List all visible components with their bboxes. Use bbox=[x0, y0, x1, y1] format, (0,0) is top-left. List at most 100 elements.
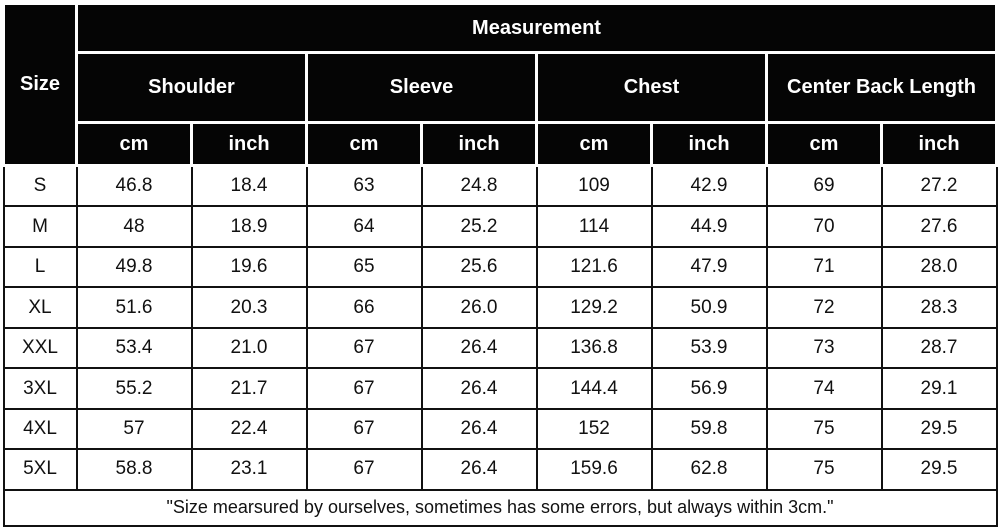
value-cell: 25.2 bbox=[420, 205, 538, 248]
value-cell: 64 bbox=[305, 205, 423, 248]
size-cell: L bbox=[2, 245, 78, 289]
value-cell: 21.7 bbox=[190, 367, 308, 410]
value-cell: 29.5 bbox=[880, 407, 998, 451]
value-cell: 18.4 bbox=[190, 164, 308, 208]
value-cell: 67 bbox=[305, 407, 423, 451]
table-row-5xl: 5XL 58.8 23.1 67 26.4 159.6 62.8 75 29.5 bbox=[2, 448, 998, 491]
value-cell: 26.0 bbox=[420, 286, 538, 329]
value-cell: 66 bbox=[305, 286, 423, 329]
size-cell: 5XL bbox=[2, 448, 78, 491]
value-cell: 18.9 bbox=[190, 205, 308, 248]
measurement-header: Measurement bbox=[75, 2, 998, 54]
unit-header-chest-inch: inch bbox=[650, 121, 768, 167]
value-cell: 23.1 bbox=[190, 448, 308, 491]
value-cell: 47.9 bbox=[650, 245, 768, 289]
value-cell: 28.0 bbox=[880, 245, 998, 289]
unit-header-shoulder-inch: inch bbox=[190, 121, 308, 167]
unit-header-sleeve-cm: cm bbox=[305, 121, 423, 167]
value-cell: 24.8 bbox=[420, 164, 538, 208]
value-cell: 67 bbox=[305, 448, 423, 491]
value-cell: 74 bbox=[765, 367, 883, 410]
value-cell: 67 bbox=[305, 326, 423, 370]
value-cell: 75 bbox=[765, 448, 883, 491]
value-cell: 65 bbox=[305, 245, 423, 289]
table-row-m: M 48 18.9 64 25.2 114 44.9 70 27.6 bbox=[2, 205, 998, 248]
value-cell: 159.6 bbox=[535, 448, 653, 491]
value-cell: 44.9 bbox=[650, 205, 768, 248]
size-chart-header: Size Measurement Shoulder Sleeve Chest C… bbox=[2, 2, 998, 167]
unit-header-cbl-cm: cm bbox=[765, 121, 883, 167]
size-cell: 3XL bbox=[2, 367, 78, 410]
value-cell: 21.0 bbox=[190, 326, 308, 370]
table-row-3xl: 3XL 55.2 21.7 67 26.4 144.4 56.9 74 29.1 bbox=[2, 367, 998, 410]
unit-header-chest-cm: cm bbox=[535, 121, 653, 167]
value-cell: 58.8 bbox=[75, 448, 193, 491]
unit-header-shoulder-cm: cm bbox=[75, 121, 193, 167]
value-cell: 49.8 bbox=[75, 245, 193, 289]
value-cell: 109 bbox=[535, 164, 653, 208]
size-column-header: Size bbox=[2, 2, 78, 167]
table-row-4xl: 4XL 57 22.4 67 26.4 152 59.8 75 29.5 bbox=[2, 407, 998, 451]
value-cell: 53.9 bbox=[650, 326, 768, 370]
table-row-xl: XL 51.6 20.3 66 26.0 129.2 50.9 72 28.3 bbox=[2, 286, 998, 329]
group-header-shoulder: Shoulder bbox=[75, 51, 308, 124]
size-cell: S bbox=[2, 164, 78, 208]
value-cell: 28.7 bbox=[880, 326, 998, 370]
value-cell: 20.3 bbox=[190, 286, 308, 329]
value-cell: 62.8 bbox=[650, 448, 768, 491]
group-header-sleeve: Sleeve bbox=[305, 51, 538, 124]
value-cell: 73 bbox=[765, 326, 883, 370]
value-cell: 57 bbox=[75, 407, 193, 451]
size-cell: XL bbox=[2, 286, 78, 329]
value-cell: 28.3 bbox=[880, 286, 998, 329]
size-chart-body: S 46.8 18.4 63 24.8 109 42.9 69 27.2 M 4… bbox=[2, 164, 998, 528]
value-cell: 26.4 bbox=[420, 448, 538, 491]
value-cell: 53.4 bbox=[75, 326, 193, 370]
value-cell: 67 bbox=[305, 367, 423, 410]
value-cell: 63 bbox=[305, 164, 423, 208]
value-cell: 144.4 bbox=[535, 367, 653, 410]
value-cell: 27.2 bbox=[880, 164, 998, 208]
value-cell: 29.5 bbox=[880, 448, 998, 491]
value-cell: 129.2 bbox=[535, 286, 653, 329]
value-cell: 46.8 bbox=[75, 164, 193, 208]
value-cell: 69 bbox=[765, 164, 883, 208]
size-cell: XXL bbox=[2, 326, 78, 370]
value-cell: 114 bbox=[535, 205, 653, 248]
value-cell: 51.6 bbox=[75, 286, 193, 329]
table-row-s: S 46.8 18.4 63 24.8 109 42.9 69 27.2 bbox=[2, 164, 998, 208]
table-row-l: L 49.8 19.6 65 25.6 121.6 47.9 71 28.0 bbox=[2, 245, 998, 289]
value-cell: 121.6 bbox=[535, 245, 653, 289]
value-cell: 48 bbox=[75, 205, 193, 248]
table-row-xxl: XXL 53.4 21.0 67 26.4 136.8 53.9 73 28.7 bbox=[2, 326, 998, 370]
measurement-disclaimer: "Size mearsured by ourselves, sometimes … bbox=[2, 488, 998, 528]
value-cell: 75 bbox=[765, 407, 883, 451]
value-cell: 71 bbox=[765, 245, 883, 289]
value-cell: 26.4 bbox=[420, 407, 538, 451]
value-cell: 19.6 bbox=[190, 245, 308, 289]
value-cell: 50.9 bbox=[650, 286, 768, 329]
value-cell: 42.9 bbox=[650, 164, 768, 208]
footnote-row: "Size mearsured by ourselves, sometimes … bbox=[2, 488, 998, 528]
unit-header-sleeve-inch: inch bbox=[420, 121, 538, 167]
value-cell: 22.4 bbox=[190, 407, 308, 451]
group-header-chest: Chest bbox=[535, 51, 768, 124]
value-cell: 27.6 bbox=[880, 205, 998, 248]
value-cell: 55.2 bbox=[75, 367, 193, 410]
value-cell: 26.4 bbox=[420, 367, 538, 410]
value-cell: 70 bbox=[765, 205, 883, 248]
value-cell: 72 bbox=[765, 286, 883, 329]
value-cell: 25.6 bbox=[420, 245, 538, 289]
size-cell: M bbox=[2, 205, 78, 248]
value-cell: 59.8 bbox=[650, 407, 768, 451]
value-cell: 136.8 bbox=[535, 326, 653, 370]
value-cell: 26.4 bbox=[420, 326, 538, 370]
unit-header-cbl-inch: inch bbox=[880, 121, 998, 167]
value-cell: 29.1 bbox=[880, 367, 998, 410]
group-header-center-back-length: Center Back Length bbox=[765, 51, 998, 124]
size-cell: 4XL bbox=[2, 407, 78, 451]
value-cell: 152 bbox=[535, 407, 653, 451]
value-cell: 56.9 bbox=[650, 367, 768, 410]
